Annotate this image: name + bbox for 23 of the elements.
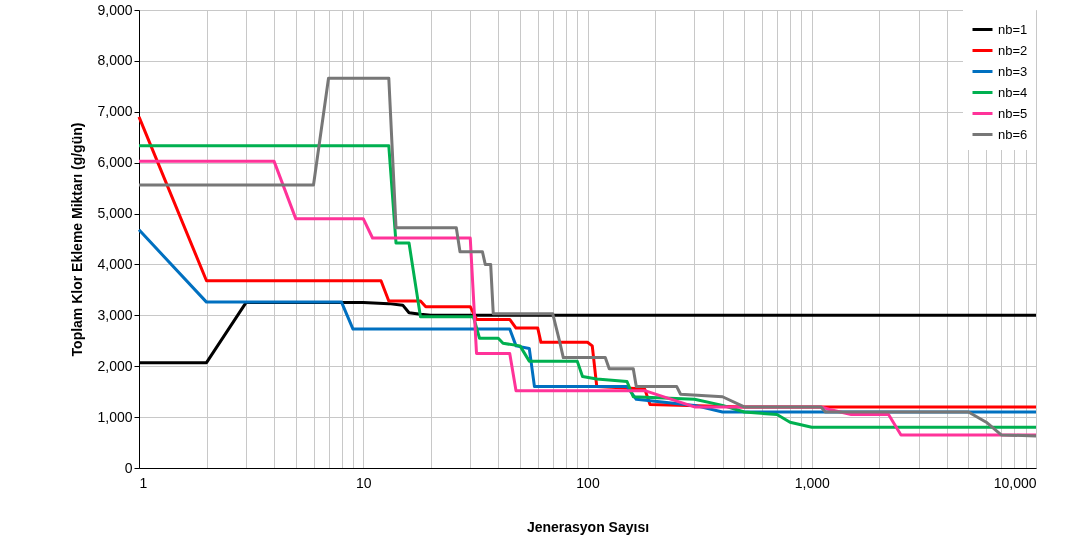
y-tick-label: 4,000 [97, 255, 133, 272]
legend-label: nb=6 [998, 126, 1028, 142]
y-tick-label: 0 [124, 459, 133, 476]
y-tick-label: 9,000 [97, 1, 133, 18]
legend-label: nb=1 [998, 21, 1028, 37]
y-tick-label: 3,000 [97, 306, 133, 323]
legend-label: nb=2 [998, 42, 1028, 58]
legend-label: nb=4 [998, 84, 1028, 100]
x-axis-title: Jenerasyon Sayısı [526, 518, 650, 535]
x-tick-label: 10,000 [993, 474, 1037, 491]
y-tick-label: 7,000 [97, 103, 133, 120]
y-tick-label: 6,000 [97, 154, 133, 171]
y-tick-label: 5,000 [97, 205, 133, 222]
y-tick-label: 1,000 [97, 408, 133, 425]
y-tick-label: 2,000 [97, 357, 133, 374]
x-tick-label: 1,000 [794, 474, 830, 491]
x-tick-label: 1 [139, 474, 148, 491]
x-tick-label: 100 [576, 474, 600, 491]
legend-label: nb=3 [998, 63, 1028, 79]
y-axis-title: Toplam Klor Ekleme Miktarı (g/gün) [69, 122, 86, 357]
y-tick-label: 8,000 [97, 52, 133, 69]
x-tick-label: 10 [355, 474, 372, 491]
legend-label: nb=5 [998, 105, 1028, 121]
